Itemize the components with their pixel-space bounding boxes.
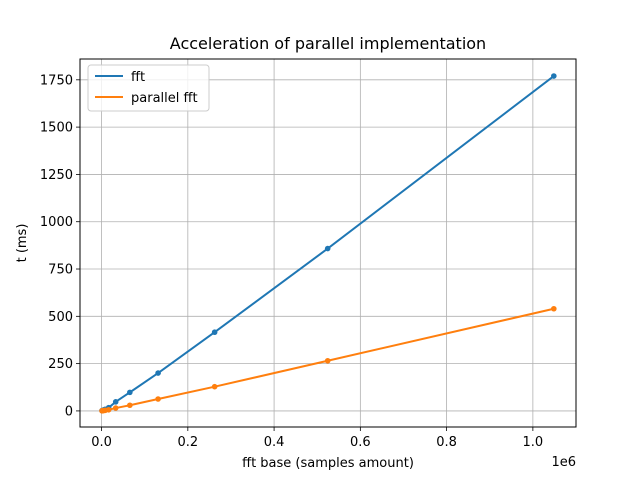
data-point-parallel-fft [211,383,218,390]
y-tick-label: 1000 [40,215,73,230]
y-tick-label: 1250 [40,168,73,183]
data-point-parallel-fft [155,396,161,402]
x-tick-label: 0.2 [177,435,198,450]
data-point-parallel-fft [551,305,557,312]
data-point-parallel-fft [105,406,112,413]
y-tick-label: 1500 [40,121,73,136]
y-tick-label: 0 [65,404,73,419]
x-tick-label: 0.0 [91,435,112,450]
x-axis-offset-label: 1e6 [551,455,576,470]
data-point-fft [127,389,133,396]
data-point-parallel-fft [127,402,133,409]
y-tick-label: 1750 [40,73,73,88]
data-point-fft [551,73,557,79]
data-point-parallel-fft [112,405,119,411]
series-layer [99,73,557,414]
data-point-fft [112,399,119,405]
x-tick-label: 1.0 [523,435,544,450]
grid [80,59,576,427]
y-tick-label: 500 [48,310,73,325]
data-point-fft [324,245,331,252]
y-tick-label: 750 [48,263,73,278]
legend-label-fft: fft [131,70,145,85]
data-point-parallel-fft [324,357,331,364]
x-axis-label: fft base (samples amount) [242,456,414,471]
ticks: 0.0 0.2 0.4 0.6 0.8 1.0 0 250 500 750 1000 1250 1500… [40,73,543,450]
data-point-fft [155,370,161,376]
y-axis-label: t (ms) [15,224,30,263]
legend-label-parallel-fft: parallel fft [131,91,198,106]
x-tick-label: 0.4 [264,435,285,450]
plot-frame [79,58,577,428]
x-tick-label: 0.6 [350,435,371,450]
x-tick-label: 0.8 [436,435,457,450]
chart-title: Acceleration of parallel implementation [170,34,486,53]
legend: fft parallel fft [87,64,210,112]
data-point-fft [211,329,218,336]
y-tick-label: 250 [48,357,73,372]
